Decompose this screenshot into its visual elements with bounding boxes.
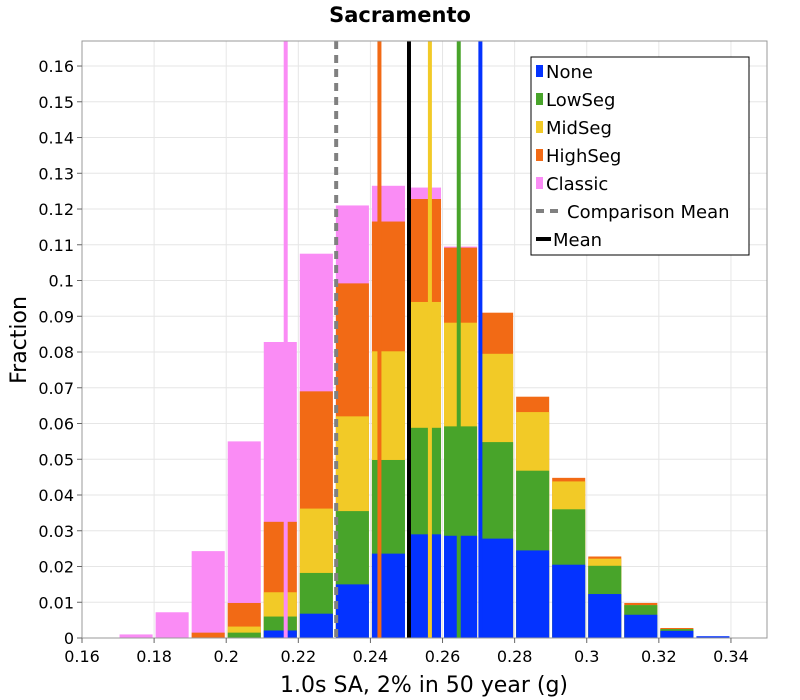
x-tick-label: 0.26 xyxy=(425,647,461,666)
bar-none-13 xyxy=(588,594,622,638)
y-axis-title: Fraction xyxy=(7,296,32,384)
y-tick-label: 0.12 xyxy=(38,200,74,219)
y-tick-label: 0.04 xyxy=(38,486,74,505)
bar-classic-0 xyxy=(119,634,153,638)
y-tick-label: 0.01 xyxy=(38,593,74,612)
x-tick-label: 0.24 xyxy=(353,647,389,666)
legend-label: MidSeg xyxy=(546,118,612,139)
mean-lines xyxy=(283,41,483,638)
bar-classic-1 xyxy=(155,612,189,638)
y-tick-label: 0.02 xyxy=(38,558,74,577)
x-tick-label: 0.22 xyxy=(281,647,317,666)
bar-none-8 xyxy=(407,534,442,638)
x-tick-label: 0.28 xyxy=(497,647,533,666)
y-tick-label: 0 xyxy=(64,629,74,648)
y-tick-label: 0.05 xyxy=(38,450,74,469)
x-tick-label: 0.2 xyxy=(213,647,238,666)
bar-lowseg-3 xyxy=(227,632,261,638)
bar-none-10 xyxy=(480,538,514,638)
x-axis-title: 1.0s SA, 2% in 50 year (g) xyxy=(280,673,568,698)
legend-label: Classic xyxy=(546,174,608,195)
legend-label: HighSeg xyxy=(546,146,621,167)
legend-swatch xyxy=(536,149,543,161)
legend-label: Comparison Mean xyxy=(567,202,730,223)
plot-frame xyxy=(81,40,768,639)
y-tick-label: 0.15 xyxy=(38,93,74,112)
bar-midseg-3 xyxy=(227,626,261,638)
legend-label: None xyxy=(546,62,593,83)
y-tick-label: 0.07 xyxy=(38,379,74,398)
legend-box xyxy=(530,56,750,256)
y-tick-label: 0.16 xyxy=(38,57,74,76)
bar-highseg-2 xyxy=(191,632,225,638)
y-tick-label: 0.08 xyxy=(38,343,74,362)
bar-none-6 xyxy=(335,584,369,638)
bar-none-11 xyxy=(516,550,550,638)
bar-none-12 xyxy=(552,564,586,638)
legend-swatch xyxy=(536,65,543,77)
legend-swatch xyxy=(536,121,543,133)
bar-none-5 xyxy=(299,613,333,638)
bar-none-4 xyxy=(263,630,297,638)
legend-label: Mean xyxy=(553,230,602,251)
legend-swatch xyxy=(536,93,543,105)
y-tick-label: 0.06 xyxy=(38,415,74,434)
x-tick-label: 0.3 xyxy=(574,647,599,666)
y-tick-label: 0.13 xyxy=(38,164,74,183)
axes: 0.16 0.18 0.2 0.22 0.24 0.26 0.28 0.3 0.32 0.3400… xyxy=(38,57,748,666)
x-tick-label: 0.18 xyxy=(136,647,172,666)
x-tick-label: 0.34 xyxy=(713,647,749,666)
legend-label: LowSeg xyxy=(546,90,615,111)
bar-none-14 xyxy=(624,614,658,638)
y-tick-label: 0.09 xyxy=(38,307,74,326)
legend: None LowSeg MidSeg HighSeg Classic Comparison… xyxy=(530,56,750,256)
x-tick-label: 0.32 xyxy=(641,647,677,666)
y-tick-label: 0.11 xyxy=(38,236,74,255)
y-tick-label: 0.1 xyxy=(49,272,74,291)
chart-title: Sacramento xyxy=(329,3,471,27)
y-tick-label: 0.14 xyxy=(38,129,74,148)
bar-none-7 xyxy=(371,553,405,638)
y-tick-label: 0.03 xyxy=(38,522,74,541)
bar-none-16 xyxy=(696,636,730,638)
bar-none-15 xyxy=(660,630,694,638)
legend-swatch xyxy=(536,177,543,189)
bar-classic-2 xyxy=(191,551,225,638)
x-tick-label: 0.16 xyxy=(64,647,100,666)
